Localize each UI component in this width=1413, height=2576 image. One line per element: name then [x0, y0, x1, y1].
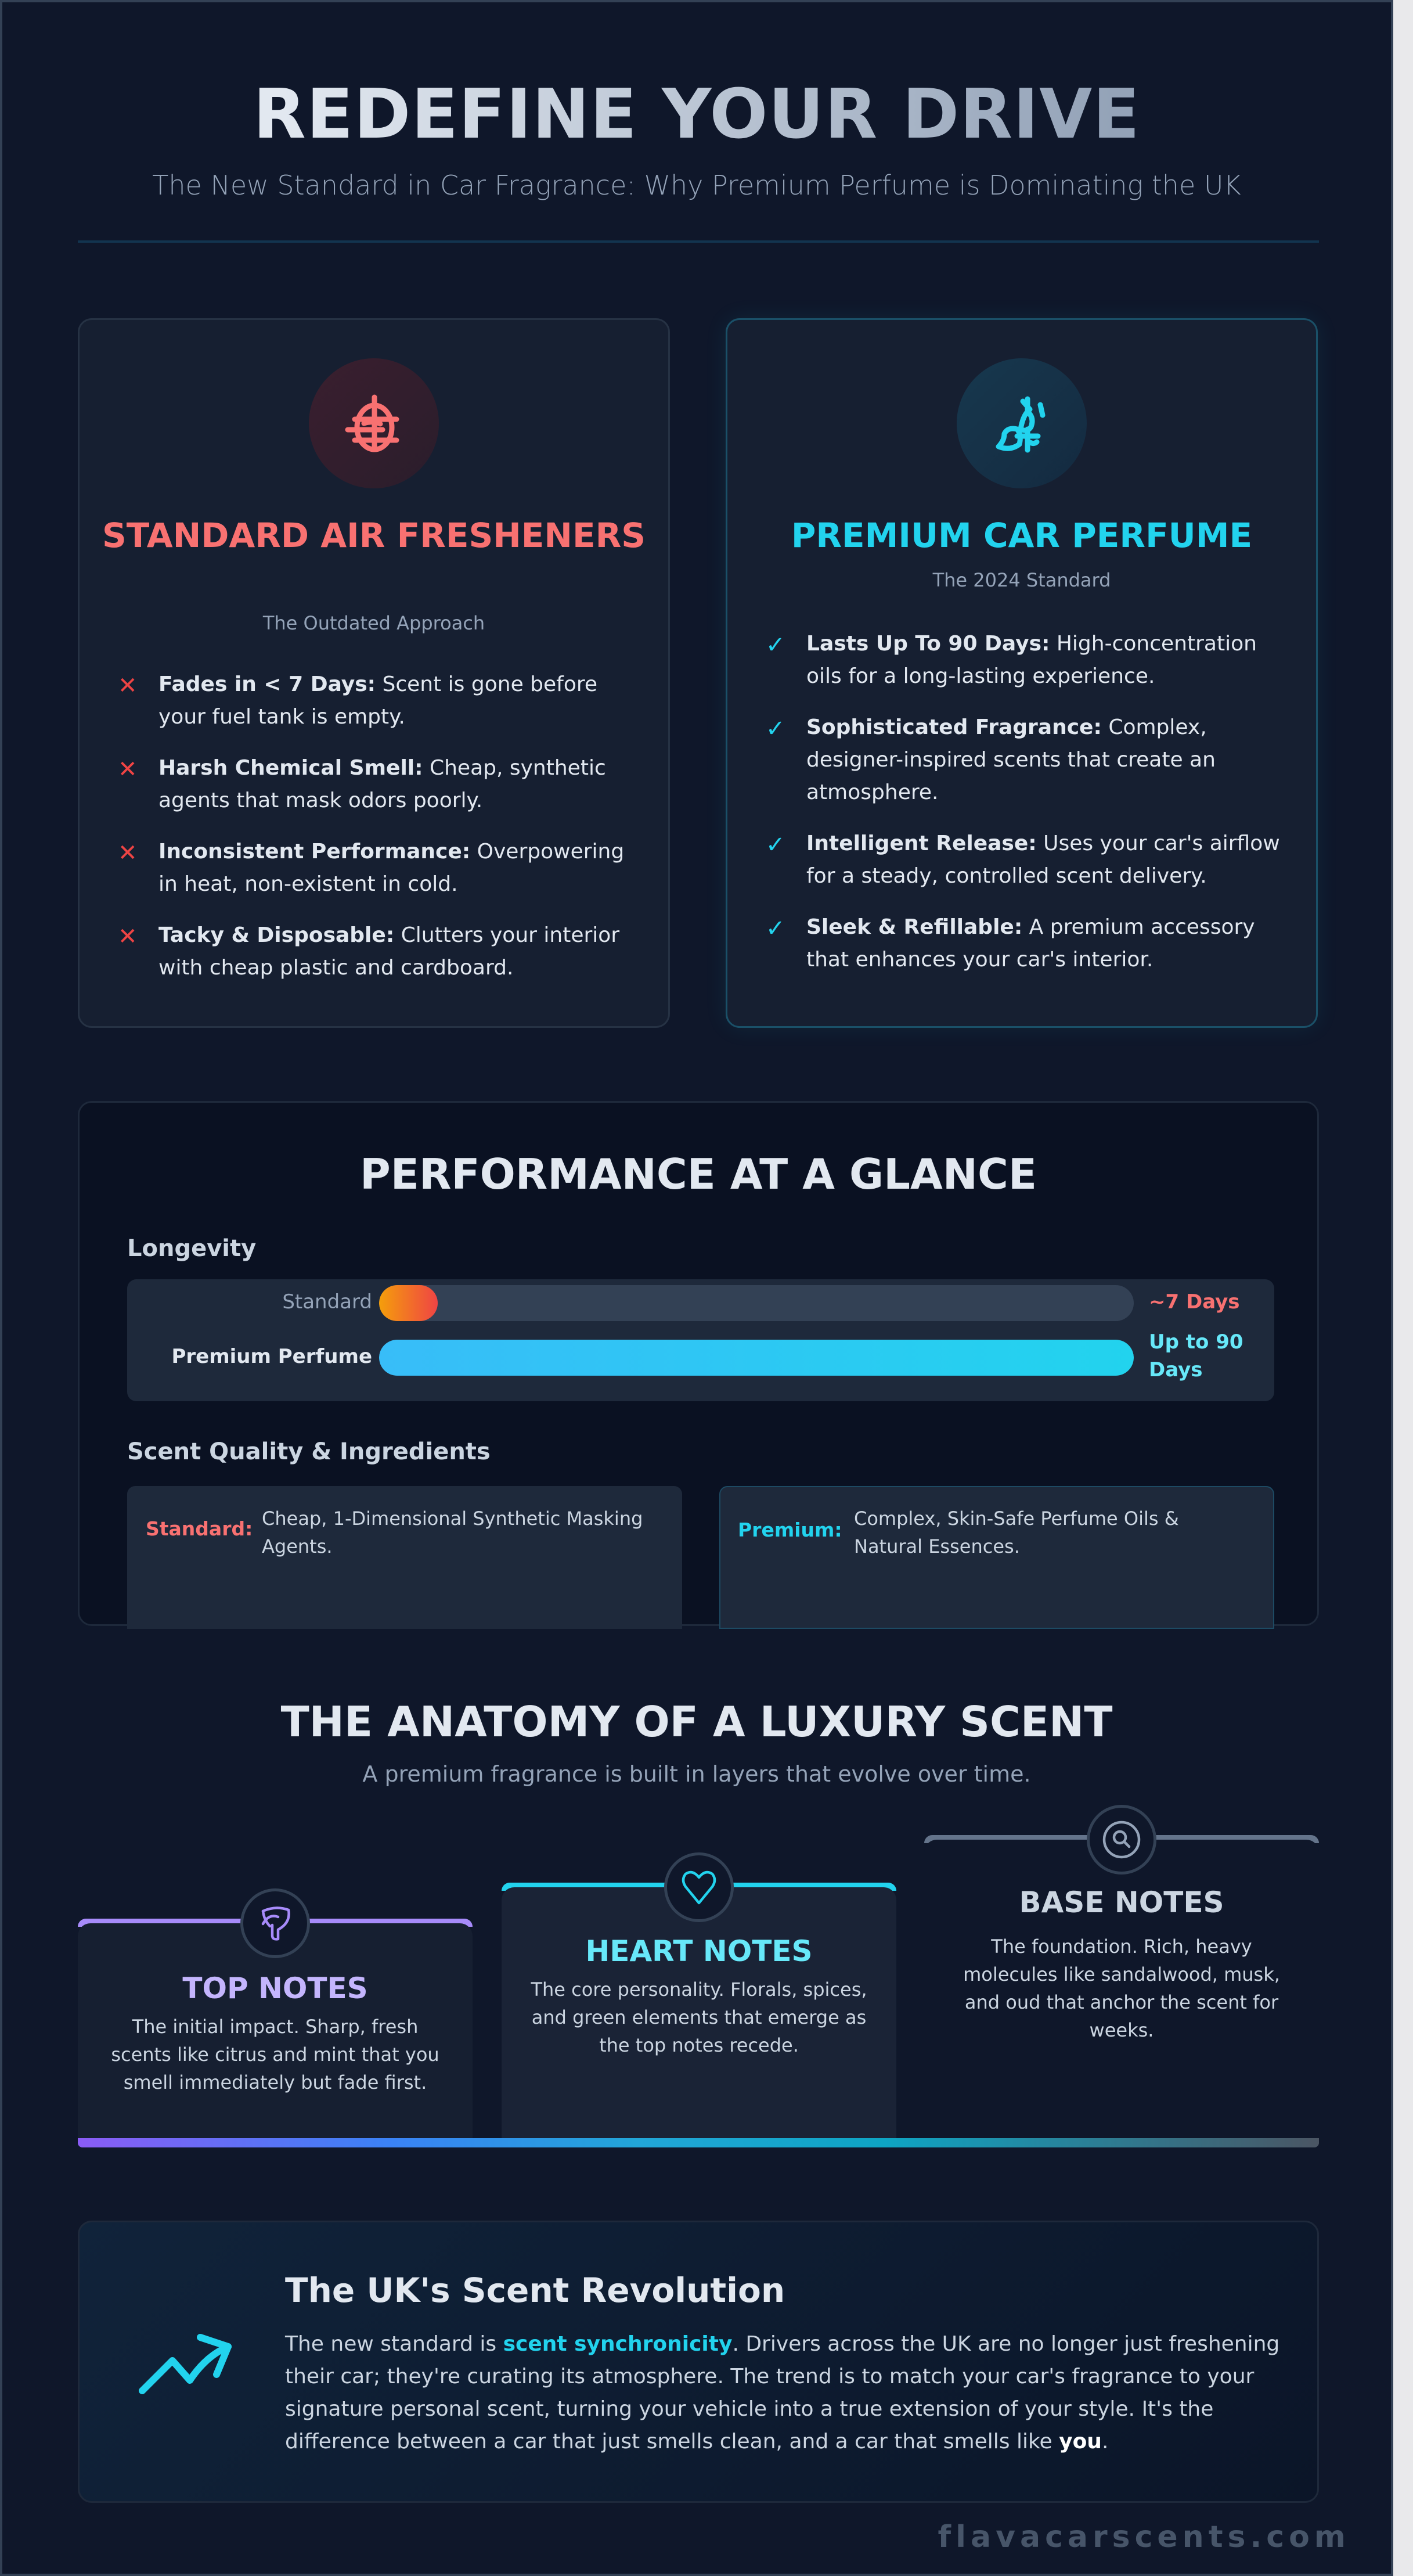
quality-standard-box: Standard: Cheap, 1-Dimensional Synthetic…	[127, 1486, 682, 1629]
feature-text: Overpowering in heat, non-existent in co…	[158, 840, 625, 896]
longevity-label: Longevity	[127, 1235, 257, 1262]
bar-label: Premium Perfume	[171, 1345, 372, 1368]
feature-text: Clutters your interior with cheap plasti…	[158, 923, 620, 980]
feature-heading: Harsh Chemical Smell:	[158, 756, 423, 780]
bar-value: ~7 Days	[1149, 1290, 1240, 1314]
anatomy-subtitle: A premium fragrance is built in layers t…	[362, 1761, 1031, 1787]
heart-notes-card: HEART NOTES The core personality. Floral…	[502, 1852, 896, 2139]
quality-premium-label: Premium:	[738, 1519, 842, 1541]
feature-heading: Tacky & Disposable:	[158, 923, 395, 947]
longevity-bar-standard: Standard ~7 Days	[127, 1282, 1274, 1322]
text-segment: The new standard is	[285, 2332, 503, 2356]
standard-air-fresheners-card: STANDARD AIR FRESHENERS The Outdated App…	[78, 318, 670, 1028]
text-segment: . Drivers across the UK are no longer ju…	[285, 2332, 1280, 2453]
feature-heading: Inconsistent Performance:	[158, 840, 471, 864]
feature-heading: Sophisticated Fragrance:	[806, 715, 1102, 739]
page-subtitle: The New Standard in Car Fragrance: Why P…	[152, 170, 1241, 201]
card-body	[78, 1923, 473, 2139]
bar-fill	[379, 1340, 1134, 1376]
feature-heading: Intelligent Release:	[806, 832, 1037, 855]
highlight-term: scent synchronicity	[503, 2332, 733, 2356]
feature-text: Cheap, synthetic agents that mask odors …	[158, 756, 606, 812]
bar-track	[379, 1285, 1134, 1321]
base-notes-title: BASE NOTES	[1019, 1886, 1224, 1919]
feature-text: High-concentration oils for a long-lasti…	[806, 632, 1257, 688]
quality-premium-text: Complex, Skin-Safe Perfume Oils & Natura…	[854, 1508, 1179, 1557]
longevity-bar-premium: Premium Perfume Up to 90 Days	[127, 1330, 1274, 1381]
quality-label: Scent Quality & Ingredients	[127, 1438, 491, 1465]
emphasis-term: you	[1059, 2430, 1102, 2453]
crosshair-target-icon	[309, 358, 439, 488]
revolution-text: The new standard is scent synchronicity.…	[285, 2328, 1295, 2458]
performance-section: PERFORMANCE AT A GLANCE Longevity Standa…	[78, 1101, 1319, 1629]
checkmark-icon: ✓	[766, 715, 785, 742]
header-divider	[78, 240, 1319, 243]
premium-feature-item: ✓ Intelligent Release: Uses your car's a…	[762, 828, 1284, 893]
heart-notes-title: HEART NOTES	[585, 1934, 813, 1968]
feature-heading: Fades in < 7 Days:	[158, 672, 376, 696]
base-notes-card: BASE NOTES The foundation. Rich, heavy m…	[924, 1805, 1319, 2139]
top-notes-text: The initial impact. Sharp, fresh scents …	[111, 2016, 439, 2093]
standard-feature-list: ✕ Fades in < 7 Days: Scent is gone befor…	[114, 668, 636, 1003]
longevity-chart: Standard ~7 Days Premium Perfume Up to 9…	[127, 1279, 1274, 1401]
bar-fill	[379, 1285, 438, 1321]
heart-notes-text: The core personality. Florals, spices, a…	[531, 1978, 867, 2056]
standard-card-subtitle: The Outdated Approach	[262, 612, 485, 634]
checkmark-icon: ✓	[766, 632, 785, 659]
standard-card-title: STANDARD AIR FRESHENERS	[102, 516, 646, 555]
page-title: REDEFINE YOUR DRIVE	[2, 73, 1391, 154]
feature-text: Uses your car's airflow for a steady, co…	[806, 832, 1280, 888]
base-notes-text: The foundation. Rich, heavy molecules li…	[963, 1935, 1280, 2041]
citrus-leaf-icon	[240, 1888, 310, 1958]
performance-title: PERFORMANCE AT A GLANCE	[359, 1150, 1037, 1199]
search-icon	[1087, 1805, 1156, 1875]
top-notes-title: TOP NOTES	[182, 1971, 368, 2005]
feature-text: Complex, designer-inspired scents that c…	[806, 715, 1216, 804]
scent-revolution-section: The UK's Scent Revolution The new standa…	[78, 2221, 1319, 2503]
text-segment: .	[1101, 2430, 1109, 2453]
evolution-gradient-bar	[78, 2138, 1319, 2147]
standard-feature-item: ✕ Inconsistent Performance: Overpowering…	[114, 836, 636, 901]
bar-label: Standard	[282, 1290, 372, 1314]
premium-feature-item: ✓ Lasts Up To 90 Days: High-concentratio…	[762, 628, 1284, 693]
x-mark-icon: ✕	[118, 840, 138, 866]
x-mark-icon: ✕	[118, 756, 138, 783]
x-mark-icon: ✕	[118, 923, 138, 950]
premium-feature-item: ✓ Sophisticated Fragrance: Complex, desi…	[762, 711, 1284, 809]
premium-feature-list: ✓ Lasts Up To 90 Days: High-concentratio…	[762, 628, 1284, 995]
quality-premium-box: Premium: Complex, Skin-Safe Perfume Oils…	[719, 1486, 1274, 1629]
quality-standard-text: Cheap, 1-Dimensional Synthetic Masking A…	[262, 1508, 643, 1557]
footer-site-name: flavacarscents.com	[938, 2520, 1350, 2555]
checkmark-icon: ✓	[766, 915, 785, 942]
premium-card-title: PREMIUM CAR PERFUME	[791, 516, 1253, 555]
bar-track	[379, 1340, 1134, 1376]
anatomy-title: THE ANATOMY OF A LUXURY SCENT	[280, 1697, 1113, 1746]
card-body	[502, 1887, 896, 2139]
premium-car-perfume-card: PREMIUM CAR PERFUME The 2024 Standard ✓ …	[726, 318, 1318, 1028]
feature-heading: Sleek & Refillable:	[806, 915, 1023, 939]
premium-card-subtitle: The 2024 Standard	[932, 569, 1111, 591]
card-body	[924, 1840, 1319, 2139]
standard-feature-item: ✕ Harsh Chemical Smell: Cheap, synthetic…	[114, 752, 636, 817]
quality-standard-label: Standard:	[146, 1517, 253, 1540]
feature-text: A premium accessory that enhances your c…	[806, 915, 1255, 972]
perfume-bottle-icon	[957, 358, 1087, 488]
trending-up-icon	[131, 2327, 235, 2402]
heart-icon	[664, 1852, 734, 1922]
revolution-title: The UK's Scent Revolution	[285, 2271, 785, 2310]
feature-text: Scent is gone before your fuel tank is e…	[158, 672, 598, 729]
feature-heading: Lasts Up To 90 Days:	[806, 632, 1050, 656]
checkmark-icon: ✓	[766, 832, 785, 858]
standard-feature-item: ✕ Tacky & Disposable: Clutters your inte…	[114, 919, 636, 984]
premium-feature-item: ✓ Sleek & Refillable: A premium accessor…	[762, 911, 1284, 976]
x-mark-icon: ✕	[118, 672, 138, 699]
bar-value: Up to 90 Days	[1149, 1330, 1243, 1381]
standard-feature-item: ✕ Fades in < 7 Days: Scent is gone befor…	[114, 668, 636, 733]
top-notes-card: TOP NOTES The initial impact. Sharp, fre…	[78, 1888, 473, 2139]
